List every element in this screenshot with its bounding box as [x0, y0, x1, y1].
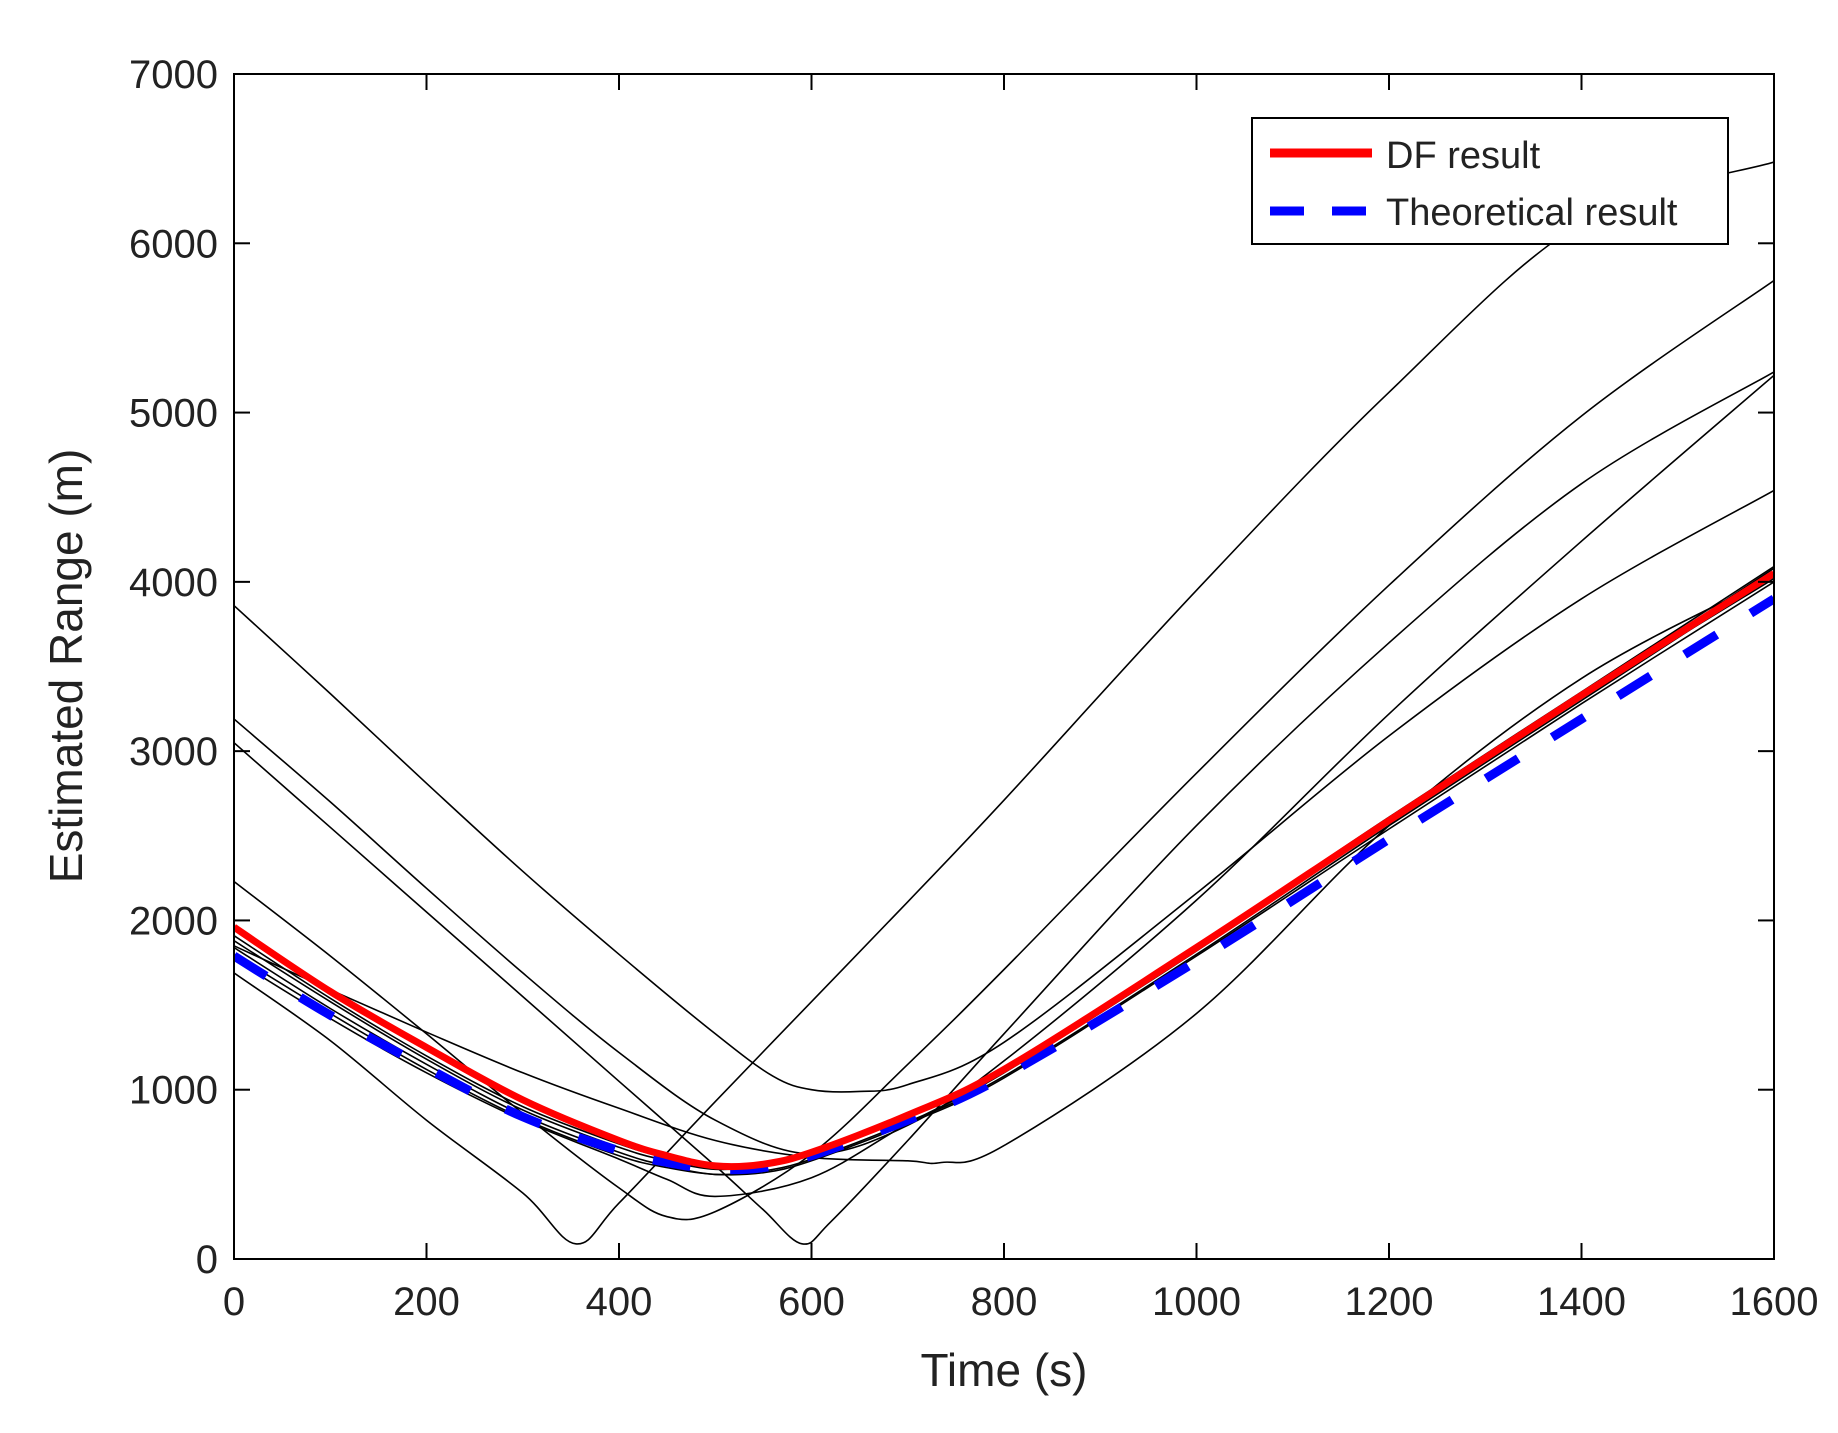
x-axis-label: Time (s): [921, 1344, 1088, 1396]
y-tick-label: 5000: [129, 392, 218, 436]
y-tick-label: 7000: [129, 53, 218, 97]
x-axis: 0 200 400 600 800 1000 1200 1400 1600: [223, 74, 1819, 1324]
legend-label-df: DF result: [1386, 135, 1541, 177]
series-line-df-result: [234, 570, 1774, 1171]
series-lines: [234, 570, 1774, 1175]
legend-label-theoretical: Theoretical result: [1386, 192, 1678, 234]
ensemble-line-8: [234, 374, 1774, 1155]
y-tick-label: 4000: [129, 561, 218, 605]
x-tick-label: 200: [393, 1280, 460, 1324]
ensemble-line-7: [234, 371, 1774, 1245]
x-tick-label: 800: [971, 1280, 1038, 1324]
y-axis-label: Estimated Range (m): [40, 449, 92, 884]
y-tick-label: 0: [196, 1238, 218, 1282]
x-tick-label: 0: [223, 1280, 245, 1324]
x-tick-label: 1600: [1730, 1280, 1819, 1324]
y-axis: 0 1000 2000 3000 4000 5000 6000 7000: [129, 53, 1774, 1282]
legend-box: [1251, 117, 1729, 245]
ensemble-line-6: [234, 279, 1774, 1221]
legend: DF result Theoretical result: [1251, 117, 1729, 245]
y-tick-label: 1000: [129, 1069, 218, 1113]
y-tick-label: 3000: [129, 730, 218, 774]
x-tick-label: 400: [586, 1280, 653, 1324]
ensemble-line-9: [234, 489, 1774, 1093]
ensemble-line-5: [234, 161, 1774, 1245]
x-tick-label: 1200: [1345, 1280, 1434, 1324]
x-tick-label: 1400: [1537, 1280, 1626, 1324]
x-tick-label: 600: [778, 1280, 845, 1324]
x-tick-label: 1000: [1152, 1280, 1241, 1324]
y-tick-label: 6000: [129, 222, 218, 266]
y-tick-label: 2000: [129, 899, 218, 943]
